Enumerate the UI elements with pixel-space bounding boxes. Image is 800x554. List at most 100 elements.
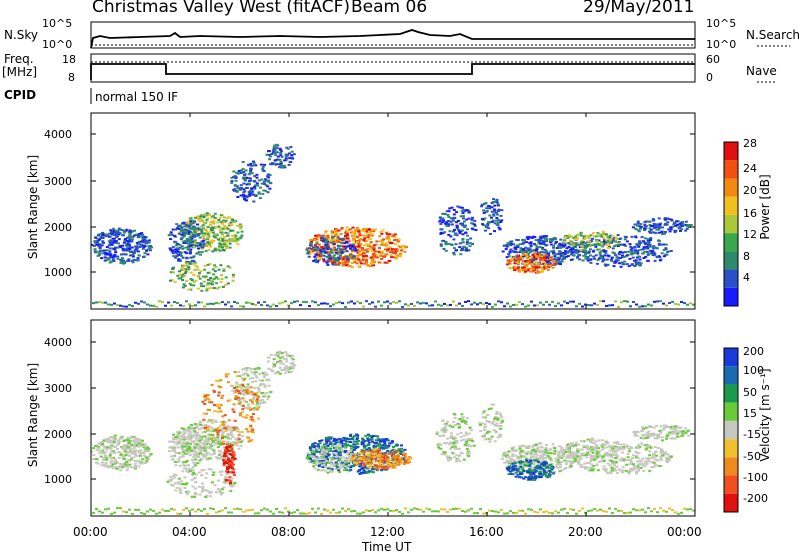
echo-cell bbox=[399, 254, 402, 257]
echo-cell bbox=[128, 244, 132, 247]
echo-cell bbox=[538, 266, 542, 269]
echo-cell bbox=[351, 436, 355, 439]
echo-cell bbox=[129, 436, 133, 439]
echo-cell bbox=[211, 421, 214, 424]
echo-cell bbox=[318, 459, 322, 462]
echo-cell bbox=[602, 249, 606, 252]
echo-cell bbox=[529, 262, 533, 265]
echo-cell bbox=[269, 390, 273, 393]
echo-cell bbox=[334, 259, 338, 262]
nsearch-tick-bottom: 10^0 bbox=[706, 38, 737, 51]
echo-cell bbox=[266, 185, 270, 188]
echo-cell bbox=[359, 229, 363, 232]
echo-cell bbox=[380, 239, 384, 242]
echo-cell bbox=[335, 241, 338, 244]
echo-cell bbox=[343, 247, 347, 250]
echo-cell bbox=[584, 251, 588, 254]
echo-cell bbox=[468, 439, 472, 442]
echo-cell bbox=[357, 439, 360, 442]
echo-cell bbox=[274, 151, 278, 154]
echo-cell bbox=[184, 268, 188, 271]
echo-cell bbox=[390, 248, 394, 251]
echo-cell bbox=[467, 217, 471, 220]
echo-cell bbox=[465, 241, 469, 244]
echo-cell bbox=[322, 449, 326, 452]
echo-cell bbox=[181, 279, 185, 281]
ground-scatter bbox=[440, 304, 443, 307]
echo-cell bbox=[188, 438, 191, 441]
echo-cell bbox=[359, 464, 363, 467]
echo-cell bbox=[257, 388, 261, 391]
echo-cell bbox=[600, 245, 604, 248]
echo-cell bbox=[539, 242, 543, 245]
echo-cell bbox=[394, 250, 398, 253]
echo-cell bbox=[176, 431, 179, 434]
echo-cell bbox=[319, 237, 323, 239]
echo-cell bbox=[400, 447, 404, 450]
echo-cell bbox=[203, 454, 207, 457]
echo-cell bbox=[398, 246, 402, 249]
echo-cell bbox=[278, 158, 282, 161]
echo-cell bbox=[107, 244, 111, 247]
echo-cell bbox=[569, 235, 573, 238]
ground-scatter bbox=[413, 304, 416, 307]
echo-cell bbox=[123, 261, 127, 264]
echo-cell bbox=[359, 238, 363, 241]
echo-cell bbox=[392, 251, 396, 254]
ground-scatter bbox=[290, 302, 293, 305]
echo-cell bbox=[463, 220, 466, 223]
echo-cell bbox=[566, 250, 570, 253]
echo-cell bbox=[371, 440, 375, 443]
echo-cell bbox=[508, 240, 512, 243]
echo-cell bbox=[545, 256, 549, 259]
echo-cell bbox=[221, 421, 225, 424]
echo-cell bbox=[540, 246, 544, 249]
echo-cell bbox=[452, 216, 456, 219]
echo-cell bbox=[183, 233, 187, 236]
echo-cell bbox=[342, 436, 346, 439]
echo-cell bbox=[576, 459, 580, 462]
echo-cell bbox=[370, 465, 374, 468]
echo-cell bbox=[350, 257, 354, 260]
echo-cell bbox=[660, 231, 664, 233]
echo-cell bbox=[108, 250, 112, 253]
echo-cell bbox=[509, 259, 513, 262]
echo-cell bbox=[252, 161, 256, 164]
echo-cell bbox=[322, 260, 326, 263]
echo-cell bbox=[395, 238, 399, 241]
echo-cell bbox=[513, 247, 517, 249]
ground-scatter bbox=[452, 300, 455, 303]
echo-cell bbox=[288, 152, 291, 155]
echo-cell bbox=[487, 221, 490, 224]
echo-cell bbox=[526, 253, 530, 256]
echo-cell bbox=[464, 423, 468, 426]
echo-cell bbox=[322, 248, 326, 250]
echo-cell bbox=[185, 442, 189, 445]
echo-cell bbox=[593, 257, 596, 260]
echo-cell bbox=[118, 437, 122, 440]
echo-cell bbox=[572, 254, 575, 257]
echo-cell bbox=[560, 243, 563, 246]
echo-cell bbox=[346, 260, 350, 263]
echo-cell bbox=[328, 456, 331, 459]
echo-cell bbox=[498, 434, 502, 437]
echo-cell bbox=[439, 218, 443, 221]
echo-cell bbox=[506, 263, 510, 266]
echo-cell bbox=[345, 469, 348, 472]
echo-cell bbox=[261, 166, 265, 168]
echo-cell bbox=[454, 232, 458, 235]
echo-cell bbox=[369, 230, 373, 233]
echo-cell bbox=[584, 257, 588, 260]
echo-cell bbox=[381, 444, 385, 447]
echo-cell bbox=[266, 191, 270, 194]
echo-cell bbox=[188, 436, 191, 439]
echo-cell bbox=[657, 228, 661, 231]
echo-cell bbox=[130, 451, 133, 454]
echo-cell bbox=[169, 238, 173, 240]
echo-cell bbox=[521, 466, 525, 469]
echo-cell bbox=[122, 448, 126, 451]
echo-cell bbox=[558, 242, 562, 245]
echo-cell bbox=[531, 257, 535, 260]
echo-cell bbox=[364, 444, 368, 447]
echo-cell bbox=[121, 249, 125, 252]
